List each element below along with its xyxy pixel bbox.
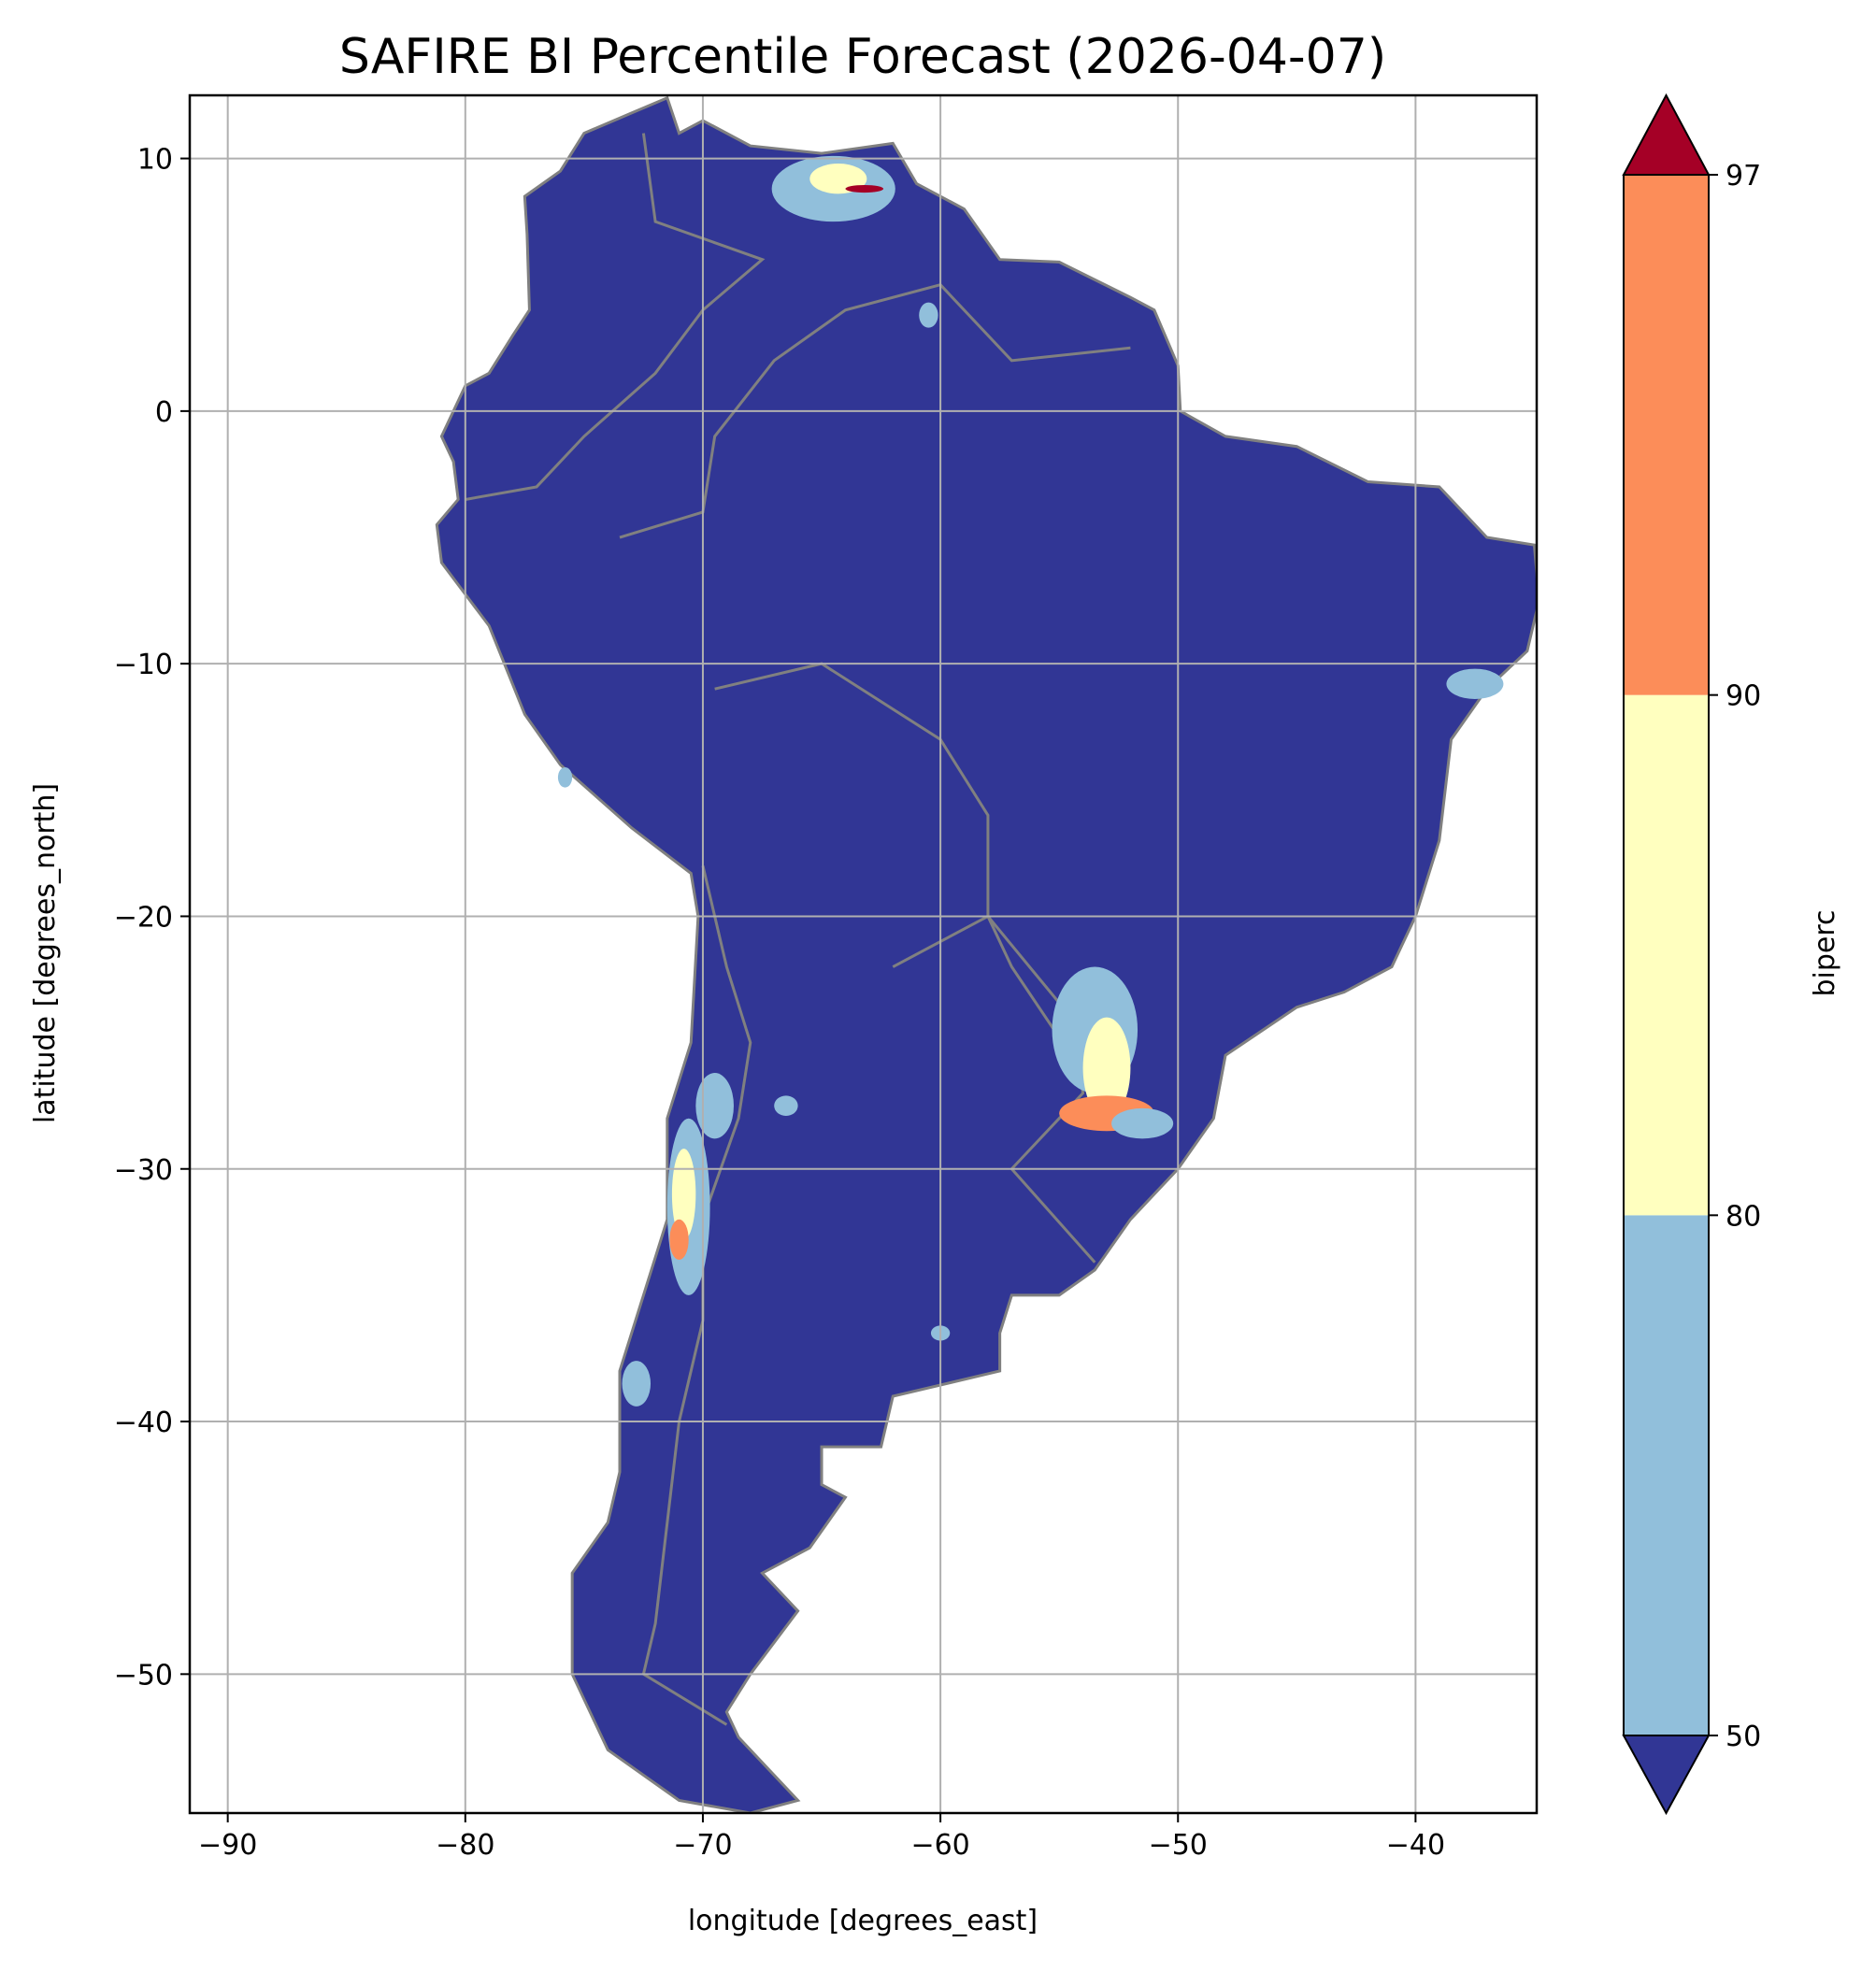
map-axes: −90 −80 −70 −60 −50 −40 10 0 −10 −20 −30 −40 −50 (114, 93, 1539, 1862)
y-axis-label: latitude [degrees_north] (29, 783, 62, 1123)
country-border (619, 283, 1131, 539)
colorbar-tick-label: 90 (1726, 680, 1761, 713)
colorbar-tick-label: 80 (1726, 1200, 1761, 1233)
chart-title: SAFIRE BI Percentile Forecast (2026-04-0… (339, 29, 1386, 85)
colorbar-extend-top (1622, 93, 1711, 176)
x-tick-label: −40 (1386, 1829, 1445, 1862)
y-tick-label: −10 (114, 649, 173, 681)
map-content (435, 95, 1537, 1813)
hotspot-50_80 (919, 302, 938, 328)
y-tick-label: −20 (114, 901, 173, 934)
hotspot-50_80 (1111, 1107, 1174, 1139)
colorbar-segment-90_97 (1624, 175, 1709, 695)
hotspot-80_90 (671, 1149, 696, 1240)
y-tick-label: 10 (137, 144, 173, 177)
colorbar-segment-50_80 (1624, 1215, 1709, 1735)
x-tick-label: −90 (198, 1829, 257, 1862)
hotspot-50_80 (774, 1095, 798, 1116)
colorbar-segment-80_90 (1624, 694, 1709, 1216)
hotspot-90_97 (669, 1219, 689, 1261)
x-tick-label: −80 (436, 1829, 494, 1862)
hotspot-80_90 (1082, 1017, 1131, 1119)
x-tick-label: −70 (673, 1829, 732, 1862)
y-tick-label: −40 (114, 1407, 173, 1439)
hotspot-50_80 (557, 766, 573, 788)
x-tick-label: −50 (1149, 1829, 1208, 1862)
x-tick-label: −60 (910, 1829, 969, 1862)
colorbar: 50 80 90 97 (1622, 93, 1761, 1816)
axes-frame (188, 93, 1539, 1815)
colorbar-frame (1623, 174, 1710, 1736)
continent-land (435, 95, 1537, 1813)
colorbar-tick-label: 50 (1726, 1721, 1761, 1753)
country-border (465, 133, 766, 501)
hotspot-above_97 (845, 184, 884, 193)
colorbar-label: biperc (1809, 909, 1841, 996)
y-tick-label: −50 (114, 1659, 173, 1692)
hotspot-50_80 (1446, 668, 1504, 700)
hotspot-50_80 (622, 1361, 652, 1407)
x-axis-label: longitude [degrees_east] (688, 1905, 1038, 1937)
y-tick-label: −30 (114, 1154, 173, 1187)
y-tick-label: 0 (155, 396, 173, 429)
hotspot-50_80 (695, 1073, 734, 1139)
colorbar-tick-label: 97 (1726, 160, 1761, 193)
colorbar-extend-bottom (1622, 1735, 1711, 1816)
